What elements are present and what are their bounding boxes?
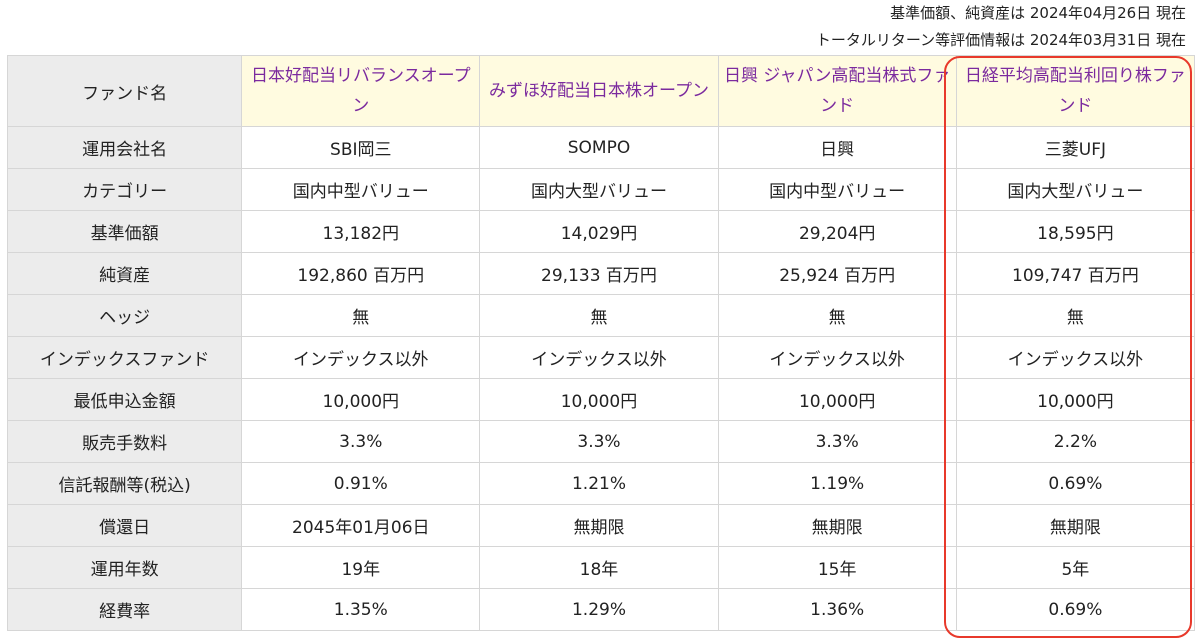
table-row: 信託報酬等(税込) 0.91% 1.21% 1.19% 0.69%: [6, 462, 1196, 505]
row-header: 償還日: [6, 504, 243, 547]
table-cell: 10,000円: [479, 378, 719, 421]
table-cell: 1.36%: [717, 588, 957, 631]
table-cell: インデックス以外: [479, 336, 719, 379]
table-cell: 1.19%: [717, 462, 957, 505]
table-row: カテゴリー 国内中型バリュー 国内大型バリュー 国内中型バリュー 国内大型バリュ…: [6, 168, 1196, 211]
table-cell: 無: [955, 294, 1196, 337]
table-cell: SBI岡三: [241, 126, 481, 169]
table-cell: 18年: [479, 546, 719, 589]
fund-comparison-table: ファンド名 日本好配当リバランスオープン みずほ好配当日本株オープン 日興 ジャ…: [6, 55, 1196, 631]
table-row: インデックスファンド インデックス以外 インデックス以外 インデックス以外 イン…: [6, 336, 1196, 379]
table-row: 最低申込金額 10,000円 10,000円 10,000円 10,000円: [6, 378, 1196, 421]
table-cell: 国内中型バリュー: [717, 168, 957, 211]
as-of-note-return: トータルリターン等評価情報は 2024年03月31日 現在: [815, 31, 1186, 49]
table-cell: 0.91%: [241, 462, 481, 505]
row-header: 運用年数: [6, 546, 243, 589]
table-cell: 0.69%: [955, 462, 1196, 505]
table-row: 経費率 1.35% 1.29% 1.36% 0.69%: [6, 588, 1196, 631]
table-cell: 3.3%: [717, 420, 957, 463]
table-row: 償還日 2045年01月06日 無期限 無期限 無期限: [6, 504, 1196, 547]
table-row: 運用年数 19年 18年 15年 5年: [6, 546, 1196, 589]
table-cell: インデックス以外: [241, 336, 481, 379]
table-cell: 3.3%: [479, 420, 719, 463]
table-cell: 10,000円: [241, 378, 481, 421]
table-cell: 29,204円: [717, 210, 957, 253]
table-cell: 三菱UFJ: [955, 126, 1196, 169]
table-cell: 無期限: [717, 504, 957, 547]
row-header: 最低申込金額: [6, 378, 243, 421]
as-of-notes: 基準価額、純資産は 2024年04月26日 現在 トータルリターン等評価情報は …: [816, 0, 1186, 54]
table-cell: 14,029円: [479, 210, 719, 253]
table-cell: 2.2%: [955, 420, 1196, 463]
table-cell: 日興: [717, 126, 957, 169]
table-cell: 1.29%: [479, 588, 719, 631]
table-cell: 無: [717, 294, 957, 337]
table-cell: 10,000円: [955, 378, 1196, 421]
row-header: インデックスファンド: [6, 336, 243, 379]
row-header: 信託報酬等(税込): [6, 462, 243, 505]
row-header: ヘッジ: [6, 294, 243, 337]
table-cell: 1.21%: [479, 462, 719, 505]
table-cell: 18,595円: [955, 210, 1196, 253]
table-cell: インデックス以外: [955, 336, 1196, 379]
row-header: 経費率: [6, 588, 243, 631]
table-cell: 国内中型バリュー: [241, 168, 481, 211]
fund-name-link[interactable]: 日経平均高配当利回り株ファンド: [955, 55, 1196, 127]
table-cell: 10,000円: [717, 378, 957, 421]
table-cell: 5年: [955, 546, 1196, 589]
table-cell: 2045年01月06日: [241, 504, 481, 547]
fund-name-link[interactable]: 日本好配当リバランスオープン: [241, 55, 481, 127]
table-cell: 国内大型バリュー: [479, 168, 719, 211]
table-cell: SOMPO: [479, 126, 719, 169]
fund-name-row: ファンド名 日本好配当リバランスオープン みずほ好配当日本株オープン 日興 ジャ…: [6, 55, 1196, 127]
table-row: 運用会社名 SBI岡三 SOMPO 日興 三菱UFJ: [6, 126, 1196, 169]
table-row: 基準価額 13,182円 14,029円 29,204円 18,595円: [6, 210, 1196, 253]
table-row: 純資産 192,860 百万円 29,133 百万円 25,924 百万円 10…: [6, 252, 1196, 295]
table-cell: 0.69%: [955, 588, 1196, 631]
table-cell: 19年: [241, 546, 481, 589]
table-cell: 3.3%: [241, 420, 481, 463]
table-cell: 国内大型バリュー: [955, 168, 1196, 211]
table-cell: 192,860 百万円: [241, 252, 481, 295]
table-cell: 無期限: [955, 504, 1196, 547]
table-cell: 無: [479, 294, 719, 337]
fund-name-link[interactable]: 日興 ジャパン高配当株式ファンド: [717, 55, 957, 127]
row-header: カテゴリー: [6, 168, 243, 211]
row-header: 基準価額: [6, 210, 243, 253]
table-cell: インデックス以外: [717, 336, 957, 379]
table-cell: 無期限: [479, 504, 719, 547]
as-of-note-price: 基準価額、純資産は 2024年04月26日 現在: [890, 4, 1186, 22]
row-header: 販売手数料: [6, 420, 243, 463]
table-row: 販売手数料 3.3% 3.3% 3.3% 2.2%: [6, 420, 1196, 463]
table-row: ヘッジ 無 無 無 無: [6, 294, 1196, 337]
table-cell: 109,747 百万円: [955, 252, 1196, 295]
table-cell: 25,924 百万円: [717, 252, 957, 295]
fund-name-link[interactable]: みずほ好配当日本株オープン: [479, 55, 719, 127]
row-header: 運用会社名: [6, 126, 243, 169]
table-cell: 15年: [717, 546, 957, 589]
table-cell: 1.35%: [241, 588, 481, 631]
row-header: 純資産: [6, 252, 243, 295]
table-cell: 無: [241, 294, 481, 337]
table-cell: 13,182円: [241, 210, 481, 253]
table-cell: 29,133 百万円: [479, 252, 719, 295]
row-header-fund-name: ファンド名: [6, 55, 243, 127]
